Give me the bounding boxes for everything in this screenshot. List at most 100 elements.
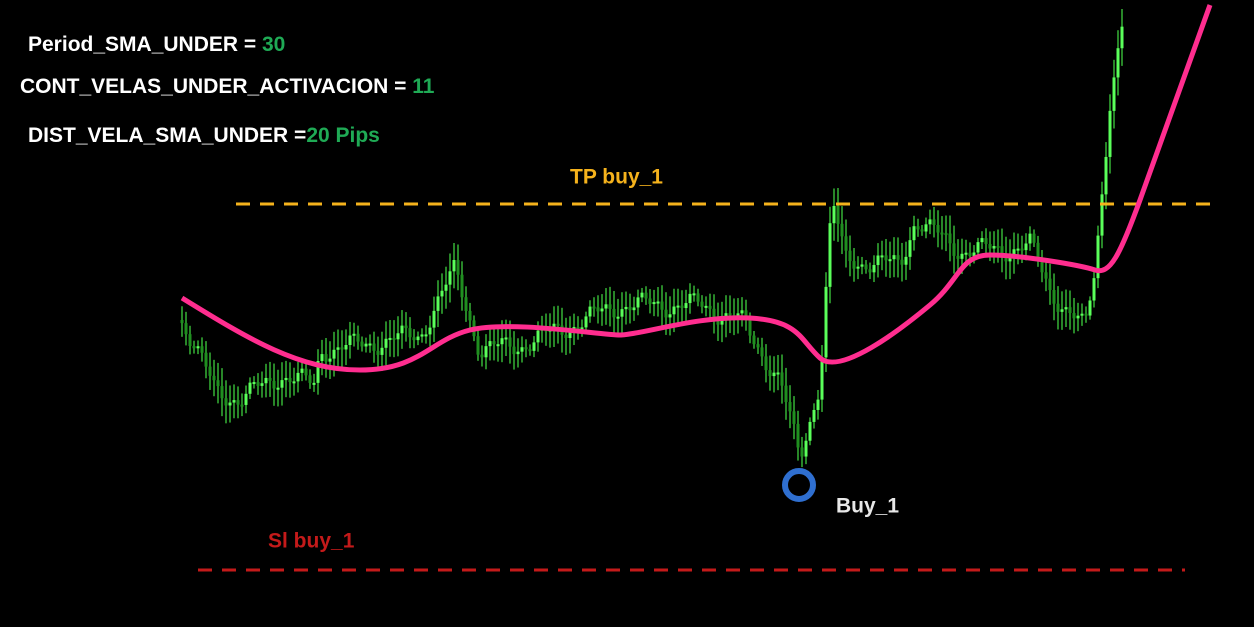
candle-body [1052, 289, 1056, 304]
candle-body [852, 261, 856, 269]
candle-body [624, 306, 628, 310]
candle-body [1044, 272, 1048, 279]
candle-body [688, 293, 692, 304]
candle-body [272, 380, 276, 389]
candle-body [448, 271, 452, 285]
candle-body [660, 301, 664, 310]
candle-body [332, 349, 336, 359]
candle-body [884, 255, 888, 261]
sma-line [180, 4, 1213, 373]
candle-body [976, 242, 980, 253]
candle-body [812, 409, 816, 422]
candle-body [340, 347, 344, 350]
candle-body [900, 259, 904, 265]
candle-body [328, 358, 332, 362]
candle-body [1056, 303, 1060, 312]
candle-body [756, 344, 760, 348]
candle-body [904, 256, 908, 265]
candle-body [588, 306, 592, 317]
candle-body [700, 301, 704, 307]
candle-body [712, 308, 716, 319]
candle-body [1060, 309, 1064, 312]
candle-body [256, 382, 260, 386]
candle-body [832, 205, 836, 224]
candle-body [284, 377, 288, 381]
candle-body [1020, 248, 1024, 251]
candle-body [1112, 77, 1116, 111]
candle-body [488, 341, 492, 347]
candle-body [524, 347, 528, 350]
candle-body [400, 325, 404, 334]
candle-body [792, 411, 796, 424]
candle-body [416, 336, 420, 341]
candle-body [604, 304, 608, 309]
candle-body [776, 372, 780, 375]
candle-body [1104, 156, 1108, 195]
candle-body [452, 260, 456, 272]
candle-body [928, 219, 932, 225]
candle-body [1072, 313, 1076, 319]
candle-body [440, 290, 444, 297]
candle-body [1048, 278, 1052, 290]
candle-body [404, 325, 408, 329]
candle-body [564, 334, 568, 339]
candle-body [616, 316, 620, 319]
candle-body [388, 337, 392, 340]
tp-label: TP buy_1 [570, 166, 663, 189]
candle-body [460, 274, 464, 298]
candle-body [1000, 246, 1004, 255]
candle-body [800, 447, 804, 457]
candle-body [324, 354, 328, 362]
candle-body [708, 305, 712, 309]
candle-body [580, 327, 584, 330]
candle-body [436, 296, 440, 311]
candle-body [456, 260, 460, 275]
param: Period_SMA_UNDER = 30 [28, 33, 285, 56]
candle-body [804, 440, 808, 457]
candle-body [424, 334, 428, 337]
candle-body [1100, 194, 1104, 236]
candle-body [412, 337, 416, 341]
candle-body [1008, 257, 1012, 262]
candle-body [428, 327, 432, 335]
candle-body [1096, 235, 1100, 279]
candle-body [300, 368, 304, 373]
sl-label: Sl buy_1 [268, 530, 355, 553]
candle-body [216, 380, 220, 387]
candle-body [504, 337, 508, 340]
candle-body [872, 265, 876, 273]
candle-body [236, 400, 240, 405]
candle-body [348, 335, 352, 345]
candle-body [828, 223, 832, 287]
candle-body [940, 232, 944, 235]
candle-body [620, 309, 624, 317]
candle-body [184, 323, 188, 335]
candle-body [444, 284, 448, 291]
candle-body [840, 223, 844, 237]
candle-body [944, 233, 948, 236]
candle-body [196, 346, 200, 349]
candle-body [376, 350, 380, 355]
candle-body [696, 293, 700, 302]
candle-body [508, 337, 512, 347]
candle-body [744, 310, 748, 321]
candle-body [868, 269, 872, 273]
candle-body [384, 338, 388, 348]
entry-label: Buy_1 [836, 495, 899, 518]
candle-body [860, 264, 864, 267]
candle-body [228, 402, 232, 406]
candle-body [352, 333, 356, 336]
candle-body [1088, 300, 1092, 316]
candle-body [740, 310, 744, 314]
candle-body [816, 399, 820, 410]
candle-body [180, 320, 184, 324]
candle-body [568, 331, 572, 339]
candle-body [380, 347, 384, 355]
param-value: 20 Pips [306, 124, 380, 147]
candle-body [592, 306, 596, 309]
candle-body [748, 320, 752, 336]
candle-body [856, 266, 860, 269]
candle-body [808, 421, 812, 441]
